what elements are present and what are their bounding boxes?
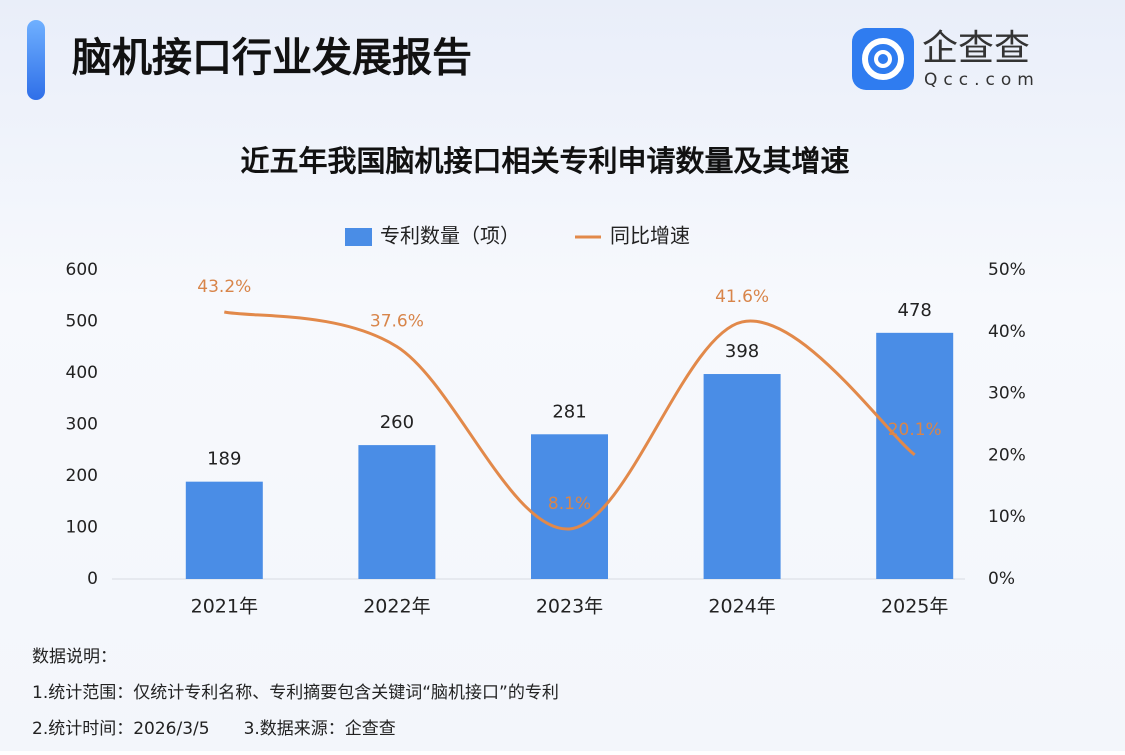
- y2-tick-label: 10%: [988, 507, 1026, 527]
- line-value-label: 37.6%: [370, 312, 424, 332]
- notes-heading: 数据说明：: [32, 647, 117, 667]
- line-value-label: 41.6%: [715, 287, 769, 307]
- y2-tick-label: 30%: [988, 384, 1026, 404]
- logo-ring-inner: [874, 50, 892, 68]
- y-tick-label: 200: [66, 466, 98, 486]
- chart-title: 近五年我国脑机接口相关专利申请数量及其增速: [240, 144, 849, 178]
- bar: [531, 434, 608, 579]
- legend-label: 专利数量（项）: [380, 224, 520, 248]
- y2-tick-label: 40%: [988, 322, 1026, 342]
- note-line: 1.统计范围：仅统计专利名称、专利摘要包含关键词“脑机接口”的专利: [32, 683, 559, 703]
- line-value-label: 20.1%: [888, 420, 942, 440]
- x-tick-label: 2022年: [363, 596, 430, 618]
- y2-tick-label: 0%: [988, 569, 1015, 589]
- logo-name: 企查查: [922, 28, 1030, 69]
- line-value-label: 8.1%: [548, 494, 591, 514]
- logo-icon: [852, 28, 914, 90]
- y-tick-label: 100: [66, 518, 98, 538]
- line: [224, 310, 916, 531]
- bar-value-label: 189: [207, 449, 241, 470]
- bar-value-label: 260: [380, 412, 414, 433]
- bar-value-label: 398: [725, 341, 759, 362]
- bar: [358, 445, 436, 579]
- bar-value-label: 478: [898, 300, 932, 321]
- bar: [185, 481, 263, 579]
- x-tick-label: 2024年: [708, 596, 775, 618]
- y-tick-label: 400: [66, 363, 98, 383]
- y-tick-label: 600: [66, 260, 98, 280]
- legend-label: 同比增速: [610, 224, 690, 248]
- y2-tick-label: 20%: [988, 445, 1026, 465]
- logo-ring: [862, 38, 904, 80]
- y2-tick-label: 50%: [988, 260, 1026, 280]
- bar: [703, 374, 781, 579]
- header-title: 脑机接口行业发展报告: [72, 35, 472, 81]
- x-tick-label: 2023年: [536, 596, 603, 618]
- y-tick-label: 500: [66, 312, 98, 332]
- y-tick-label: 300: [66, 415, 98, 435]
- accent-bar: [27, 20, 45, 100]
- x-tick-label: 2025年: [881, 596, 948, 618]
- bar: [876, 332, 954, 579]
- note-line: 2.统计时间：2026/3/5 3.数据来源：企查查: [32, 719, 396, 739]
- y-tick-label: 0: [87, 569, 98, 589]
- x-tick-label: 2021年: [191, 596, 258, 618]
- bar-value-label: 281: [552, 401, 586, 422]
- logo-sub: Qcc.com: [924, 70, 1040, 90]
- legend-swatch: [345, 228, 372, 246]
- line-value-label: 43.2%: [197, 277, 251, 297]
